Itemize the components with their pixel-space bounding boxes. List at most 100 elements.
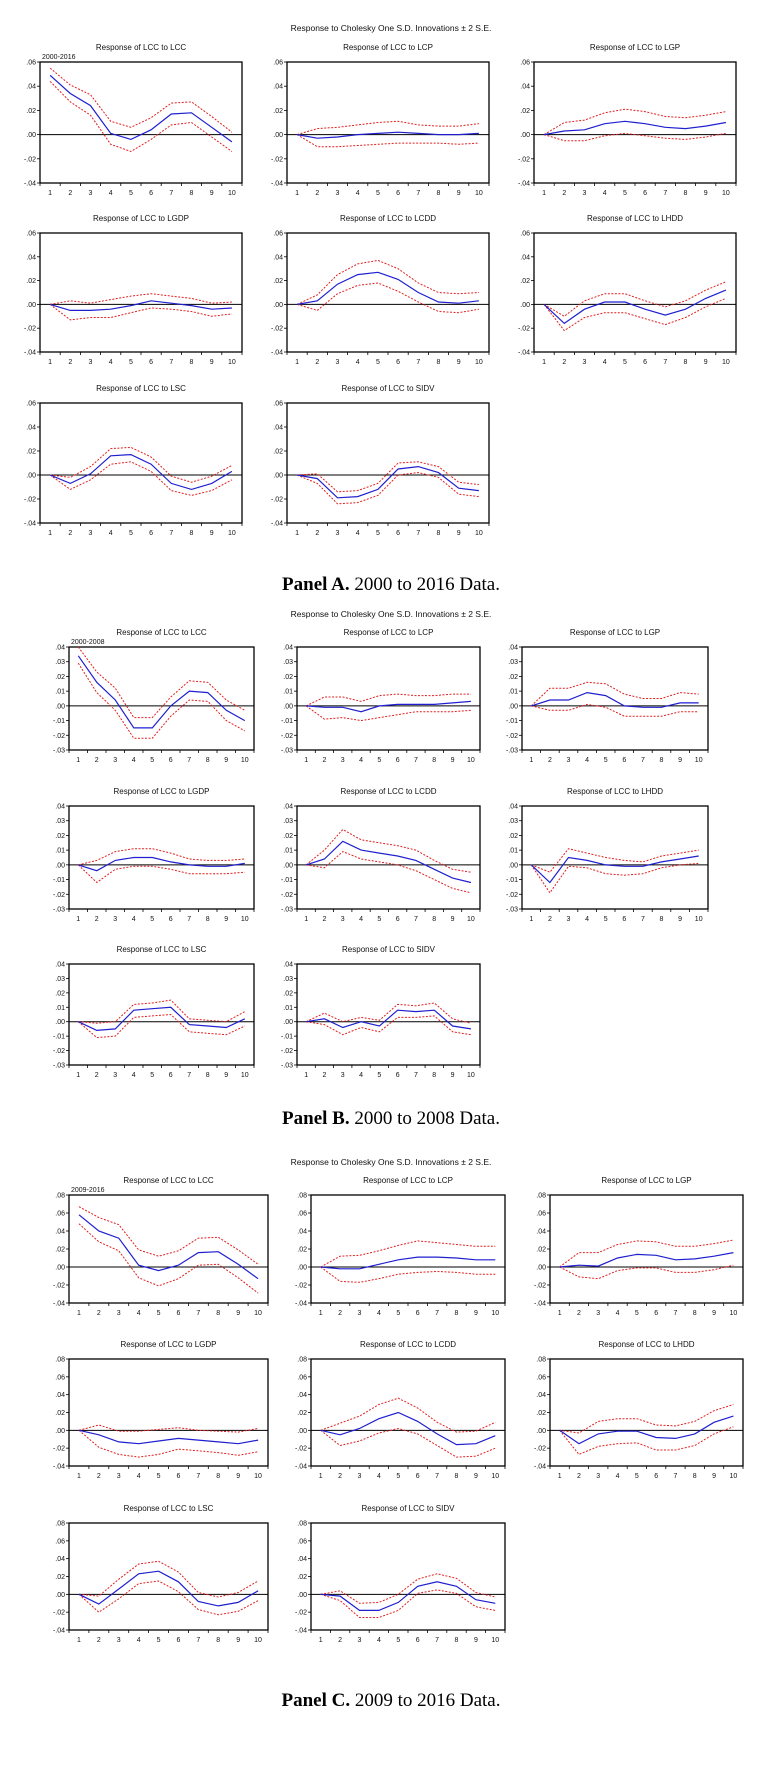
y-tick-label: -.04 (53, 1628, 65, 1635)
x-tick-label: 8 (455, 1637, 459, 1644)
x-tick-label: 8 (206, 1072, 210, 1079)
x-tick-label: 9 (451, 1072, 455, 1079)
irf-chart: Response of LCC to LCC 2009-2016 .08 .06 .04… (53, 1176, 269, 1317)
y-tick-label: -.03 (53, 907, 65, 914)
response-line (78, 1570, 259, 1607)
y-tick-label: .06 (273, 401, 283, 408)
plot-frame (39, 402, 243, 524)
chart-title: Response of LCC to LCDD (360, 1340, 456, 1349)
response-line (320, 1411, 496, 1446)
x-tick-label: 5 (157, 1310, 161, 1317)
x-tick-label: 3 (89, 359, 93, 366)
x-tick-label: 7 (416, 359, 420, 366)
x-tick-label: 6 (654, 1473, 658, 1480)
x-tick-label: 10 (729, 1310, 737, 1317)
x-tick-label: 2 (95, 757, 99, 764)
y-tick-label: .03 (55, 659, 65, 666)
x-tick-label: 5 (396, 1310, 400, 1317)
y-tick-label: .08 (536, 1193, 546, 1200)
figure-suptitle: Response to Cholesky One S.D. Innovation… (291, 1157, 492, 1167)
x-tick-label: 1 (48, 190, 52, 197)
y-tick-label: -.04 (24, 181, 36, 188)
irf-chart: Response of LCC to LCDD .08 .06 .04 .02 .00 -.… (295, 1340, 506, 1480)
x-tick-label: 6 (654, 1310, 658, 1317)
y-tick-label: -.02 (53, 1283, 65, 1290)
x-tick-label: 10 (491, 1637, 499, 1644)
y-tick-label: .06 (26, 231, 36, 238)
x-tick-label: 3 (336, 190, 340, 197)
x-tick-label: 2 (68, 190, 72, 197)
y-tick-label: .04 (55, 1556, 65, 1563)
lower-band-line (559, 1264, 734, 1280)
upper-band-line (543, 281, 727, 317)
y-tick-label: .04 (283, 645, 293, 652)
x-tick-label: 8 (432, 757, 436, 764)
chart-title: Response of LCC to LCP (343, 43, 433, 52)
x-tick-label: 7 (169, 359, 173, 366)
response-line (296, 465, 479, 499)
y-tick-label: .04 (26, 254, 36, 261)
y-tick-label: -.04 (24, 350, 36, 357)
response-line (78, 1214, 259, 1280)
x-tick-label: 6 (396, 757, 400, 764)
plot-frame (296, 805, 481, 910)
plot-frame (549, 1358, 744, 1467)
x-tick-label: 10 (475, 190, 483, 197)
x-tick-label: 1 (542, 190, 546, 197)
x-tick-label: 1 (77, 1637, 81, 1644)
upper-band-line (78, 1206, 259, 1265)
lower-band-line (306, 1015, 471, 1036)
chart-title: Response of LCC to LCP (344, 628, 434, 637)
x-tick-label: 2 (338, 1637, 342, 1644)
upper-band-line (50, 293, 232, 305)
x-tick-label: 5 (396, 1637, 400, 1644)
x-tick-label: 6 (416, 1473, 420, 1480)
chart-title: Response of LCC to LHDD (567, 787, 663, 796)
x-tick-label: 7 (414, 757, 418, 764)
panel-caption: Panel A. 2000 to 2016 Data. (282, 574, 500, 595)
x-tick-label: 6 (622, 916, 626, 923)
irf-chart: Response of LCC to LGDP .04 .03 .02 .01 .00 -.… (53, 787, 255, 923)
x-tick-label: 4 (356, 530, 360, 537)
response-line (296, 271, 479, 305)
x-tick-label: 3 (583, 190, 587, 197)
irf-chart: Response of LCC to LCP .06 .04 .02 .00 -.02 -.… (271, 43, 490, 197)
y-tick-label: .00 (55, 1428, 65, 1435)
upper-band-line (49, 67, 233, 133)
x-tick-label: 2 (97, 1637, 101, 1644)
x-tick-label: 10 (491, 1310, 499, 1317)
y-tick-label: .00 (55, 703, 65, 710)
lower-band-line (320, 1589, 496, 1618)
sample-period-label: 2000-2016 (42, 54, 76, 61)
irf-chart: Response of LCC to LCDD .04 .03 .02 .01 .00 -.… (281, 787, 481, 923)
irf-chart: Response of LCC to LHDD .04 .03 .02 .01 .00 -.… (506, 787, 709, 923)
x-tick-label: 4 (109, 530, 113, 537)
y-tick-label: .04 (283, 804, 293, 811)
x-tick-label: 10 (475, 359, 483, 366)
x-tick-label: 5 (635, 1310, 639, 1317)
x-tick-label: 5 (376, 359, 380, 366)
x-tick-label: 8 (455, 1473, 459, 1480)
x-tick-label: 7 (196, 1637, 200, 1644)
x-tick-label: 4 (377, 1310, 381, 1317)
y-tick-label: -.02 (53, 1610, 65, 1617)
response-line (78, 1006, 246, 1032)
x-tick-label: 10 (467, 1072, 475, 1079)
response-line (320, 1581, 496, 1612)
chart-title: Response of LCC to LGP (590, 43, 680, 52)
irf-chart: Response of LCC to SIDV .08 .06 .04 .02 .00 -.… (295, 1504, 506, 1644)
upper-band-line (77, 646, 246, 719)
x-tick-label: 5 (377, 757, 381, 764)
x-tick-label: 3 (341, 916, 345, 923)
x-tick-label: 4 (585, 916, 589, 923)
plot-frame (296, 646, 481, 751)
x-tick-label: 2 (95, 1072, 99, 1079)
chart-title: Response of LCC to LGP (570, 628, 660, 637)
y-tick-label: .04 (55, 1229, 65, 1236)
x-tick-label: 7 (641, 757, 645, 764)
x-tick-label: 4 (132, 916, 136, 923)
x-tick-label: 8 (206, 757, 210, 764)
x-tick-label: 5 (377, 916, 381, 923)
y-tick-label: .00 (55, 862, 65, 869)
irf-chart: Response of LCC to LCP .08 .06 .04 .02 .00 -.0… (295, 1176, 506, 1317)
